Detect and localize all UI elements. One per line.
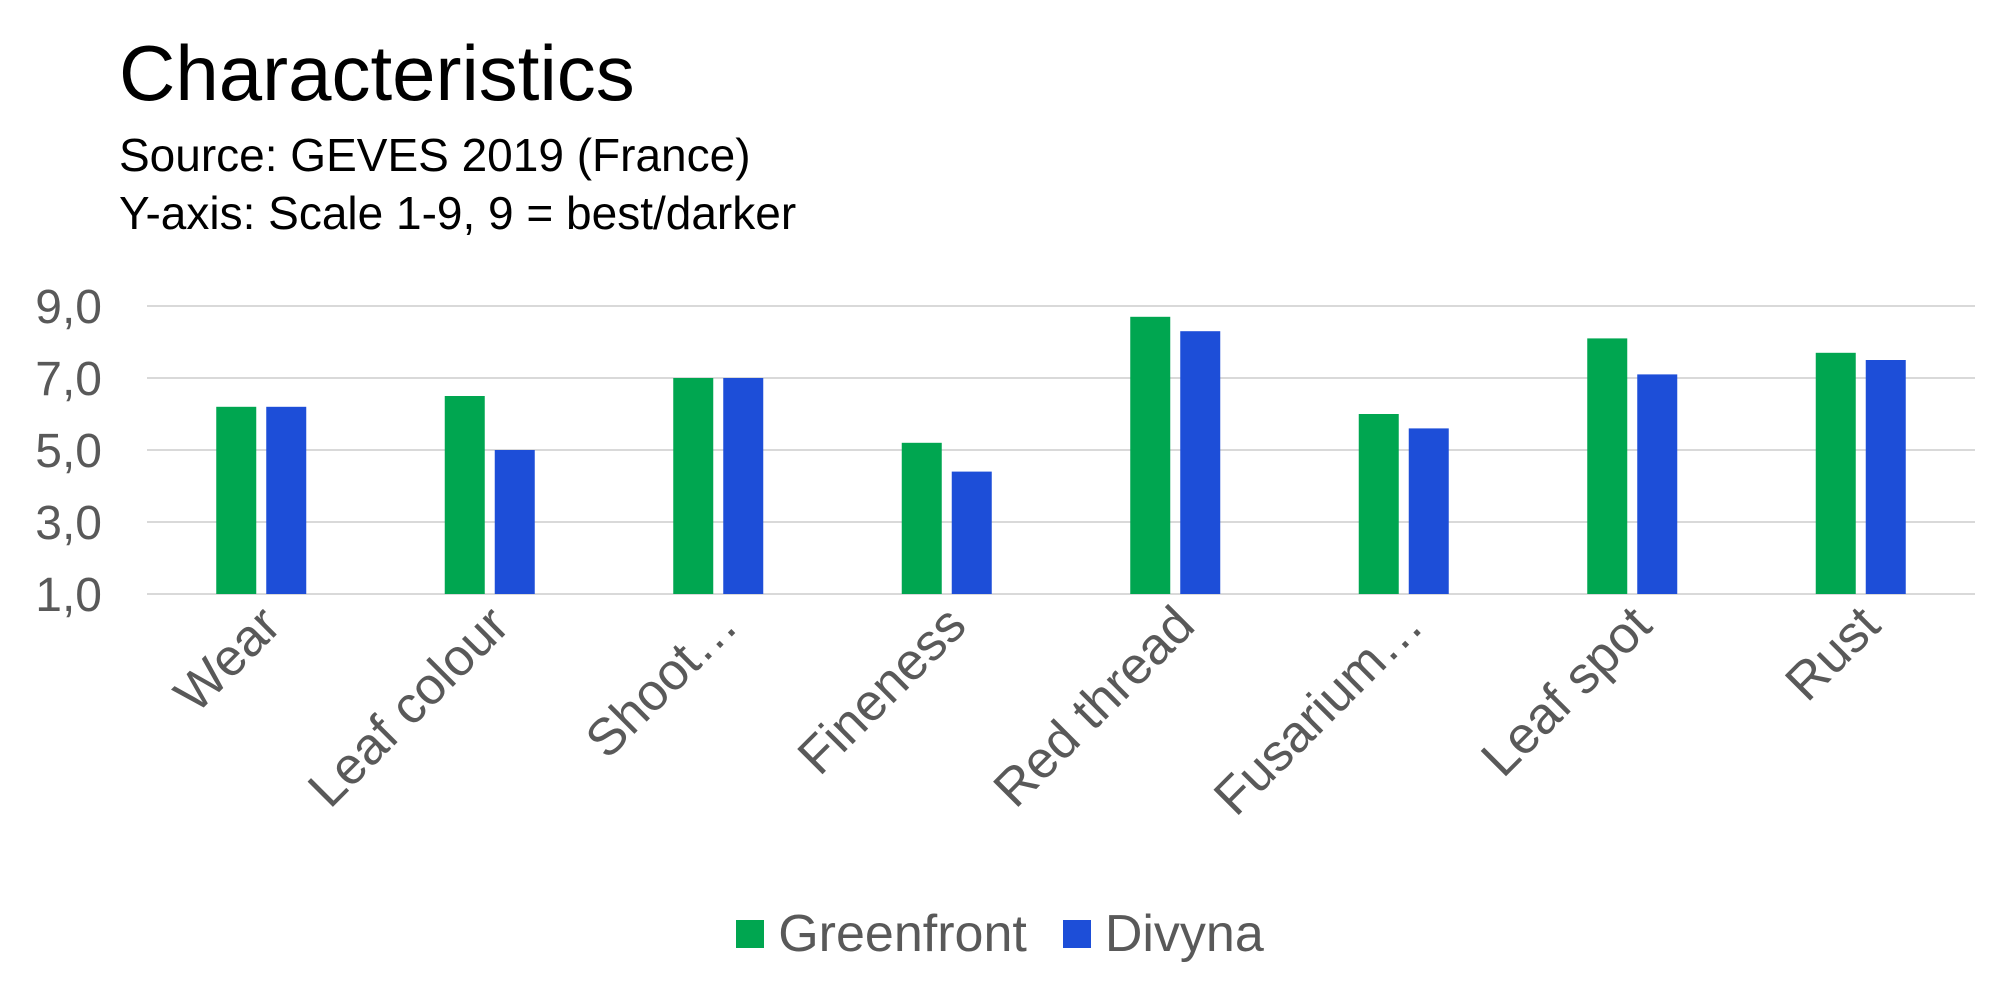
x-category-label: Wear	[164, 595, 292, 723]
bar-greenfront-4	[1130, 316, 1171, 594]
y-tick-label: 3,0	[35, 497, 102, 550]
x-category-label: Leaf colour	[297, 595, 520, 818]
bar-greenfront-3	[901, 442, 942, 594]
y-tick-label: 5,0	[35, 425, 102, 478]
bar-divyna-4	[1180, 331, 1221, 594]
gridlines	[147, 305, 1975, 595]
bar-divyna-2	[723, 378, 764, 594]
bar-divyna-3	[951, 471, 992, 594]
legend-label-greenfront: Greenfront	[778, 905, 1027, 963]
bar-divyna-1	[494, 450, 535, 594]
bar-divyna-0	[266, 406, 307, 594]
legend-item-divyna: Divyna	[1062, 905, 1264, 963]
chart-subtitle-axis-note: Y-axis: Scale 1-9, 9 = best/darker	[119, 187, 797, 239]
bar-divyna-5	[1408, 428, 1449, 594]
bars	[216, 316, 1906, 594]
chart-title: Characteristics	[119, 29, 635, 117]
bar-greenfront-0	[216, 406, 257, 594]
chart-subtitle-source: Source: GEVES 2019 (France)	[119, 129, 751, 181]
bar-greenfront-2	[673, 378, 714, 594]
bar-divyna-6	[1637, 374, 1678, 594]
x-axis-category-labels: Wear Leaf colour Shoot… Fineness Red threadF…	[164, 595, 1892, 826]
legend-label-divyna: Divyna	[1104, 905, 1264, 963]
bar-divyna-7	[1865, 360, 1906, 594]
bar-chart: 1,0 3,0 5,0 7,0 9,0 Wear Leaf colour Shoot… Fin…	[35, 281, 1975, 826]
x-category-label: Rust	[1775, 595, 1892, 712]
bar-greenfront-1	[444, 396, 485, 594]
y-tick-label: 1,0	[35, 569, 102, 622]
x-category-label: Shoot…	[575, 595, 749, 769]
x-category-label: Fineness	[787, 595, 977, 785]
y-tick-label: 9,0	[35, 281, 102, 334]
x-category-label: Fusarium…	[1203, 595, 1434, 826]
bar-greenfront-5	[1358, 414, 1399, 594]
y-axis-tick-labels: 1,0 3,0 5,0 7,0 9,0	[35, 281, 102, 622]
bar-greenfront-6	[1587, 338, 1628, 594]
y-tick-label: 7,0	[35, 353, 102, 406]
legend-swatch-greenfront	[736, 920, 765, 948]
legend-item-greenfront: Greenfront	[736, 908, 1027, 960]
legend: Greenfront Divyna	[0, 908, 2000, 960]
legend-swatch-divyna	[1062, 920, 1091, 948]
bar-greenfront-7	[1815, 352, 1856, 594]
x-category-label: Red thread	[983, 595, 1206, 818]
x-category-label: Leaf spot	[1470, 595, 1663, 788]
